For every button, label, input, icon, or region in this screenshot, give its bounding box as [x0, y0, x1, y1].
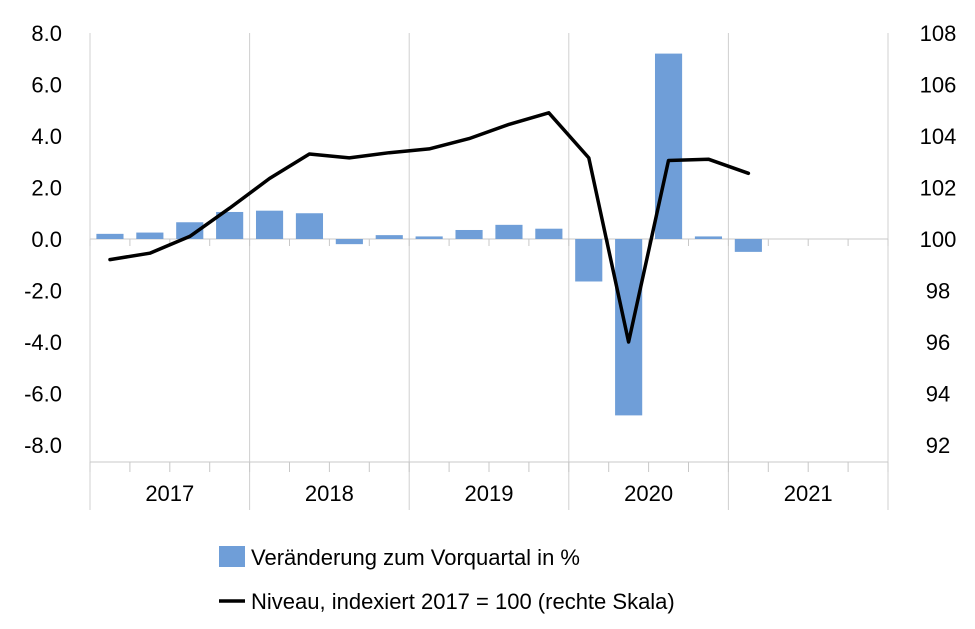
bar [455, 229, 483, 239]
left-axis-tick-label: 6.0 [31, 73, 62, 98]
right-axis-tick-label: 92 [926, 433, 950, 458]
right-axis-tick-label: 100 [920, 227, 957, 252]
bar [176, 222, 204, 239]
year-label: 2017 [145, 481, 194, 506]
right-axis-tick-label: 106 [920, 73, 957, 98]
year-label: 2019 [465, 481, 514, 506]
bar [136, 232, 164, 239]
left-axis-tick-label: -6.0 [24, 382, 62, 407]
year-label: 2018 [305, 481, 354, 506]
bar [415, 236, 443, 239]
right-axis-tick-label: 94 [926, 382, 950, 407]
bar [295, 213, 324, 239]
bar [255, 210, 284, 239]
year-label: 2021 [784, 481, 833, 506]
year-label: 2020 [624, 481, 673, 506]
right-axis-tick-label: 96 [926, 330, 950, 355]
level-line [108, 111, 751, 344]
left-axis-tick-label: 4.0 [31, 124, 62, 149]
bar [575, 239, 603, 282]
left-axis-tick-label: 2.0 [31, 176, 62, 201]
right-axis-tick-label: 108 [920, 21, 957, 46]
bar [375, 235, 403, 239]
bar [535, 228, 563, 239]
bar [335, 239, 363, 245]
legend-label-bar: Veränderung zum Vorquartal in % [251, 545, 580, 570]
left-axis-tick-label: 0.0 [31, 227, 62, 252]
left-axis-tick-label: -8.0 [24, 433, 62, 458]
bar [495, 224, 523, 239]
left-axis-tick-label: -2.0 [24, 279, 62, 304]
bar [96, 233, 124, 239]
left-axis-tick-label: 8.0 [31, 21, 62, 46]
legend-label-line: Niveau, indexiert 2017 = 100 (rechte Ska… [251, 589, 675, 614]
right-axis-tick-label: 98 [926, 279, 950, 304]
bar [734, 239, 762, 252]
right-axis-tick-label: 102 [920, 176, 957, 201]
bar [615, 239, 643, 416]
legend-swatch-bar [219, 546, 245, 567]
left-axis-tick-label: -4.0 [24, 330, 62, 355]
bar [694, 236, 723, 239]
right-axis-tick-label: 104 [920, 124, 957, 149]
